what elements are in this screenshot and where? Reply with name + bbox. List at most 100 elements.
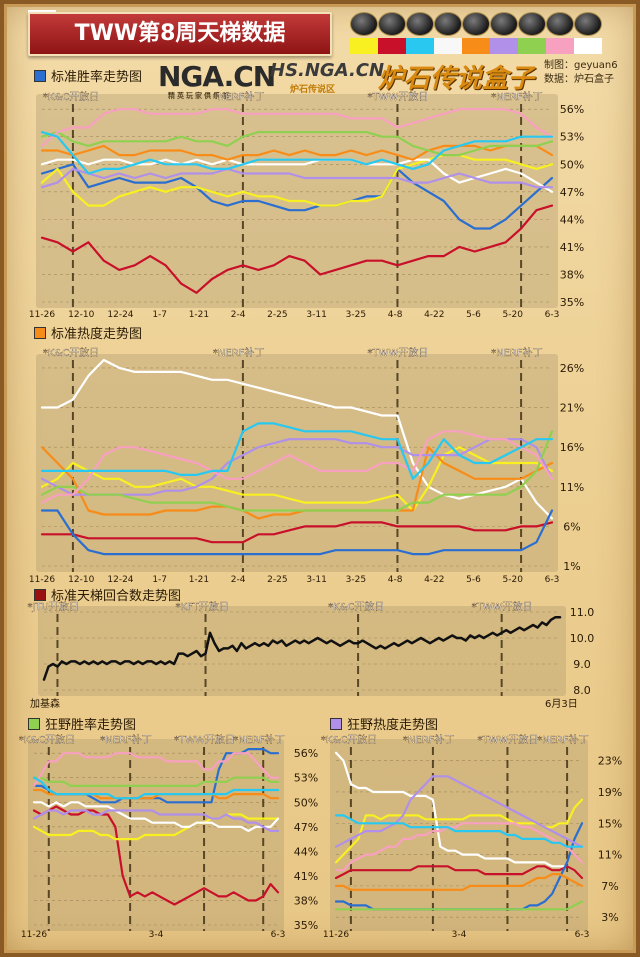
series-line [32,813,280,841]
y-tick-label: 41% [560,241,584,254]
y-tick-label: 23% [598,755,622,768]
series-line [32,805,280,906]
event-label: *NERF补丁 [213,346,265,359]
y-tick-label: 41% [294,870,318,883]
credit-source: 数据：炉石盒子 [544,74,614,85]
class-icon-2 [378,12,406,36]
legend-square-icon [34,327,46,339]
series-line [334,775,584,848]
series-line [334,865,584,880]
wild-win-title: 狂野胜率走势图 [28,714,136,733]
series-line [40,509,554,556]
plot-area [36,354,558,572]
class-color-swatch [434,38,462,54]
class-color-swatch [406,38,434,54]
std-win-title: 标准胜率走势图 [34,66,142,85]
hs-nga-logo: HS.NGA.CN [270,60,385,81]
x-tick-label: 3-25 [346,310,366,320]
x-tick-label: 1-21 [189,310,209,320]
series-line [40,446,554,520]
x-tick-label: 1-21 [189,575,209,585]
legend-square-icon [34,589,46,601]
event-label: *K&C开放日 [43,346,99,359]
x-tick-label: 11-26 [29,575,55,585]
series-line [40,158,554,193]
y-tick-label: 21% [560,402,584,415]
class-color-swatch [546,38,574,54]
x-tick-label: 11-26 [323,930,349,940]
x-tick-label: 2-4 [231,575,246,585]
class-color-swatch [490,38,518,54]
x-tick-label: 2-25 [267,310,287,320]
x-tick-label: 6-3 [545,575,560,585]
event-label: *TWW开放日 [472,600,533,613]
series-line [32,752,280,788]
y-tick-label: 44% [294,845,318,858]
y-tick-label: 1% [563,560,580,573]
y-tick-label: 38% [294,894,318,907]
class-color-swatch [350,38,378,54]
series-line [32,801,280,833]
class-icon-3 [406,12,434,36]
event-label: *NERF补丁 [491,90,543,103]
y-tick-label: 11% [560,481,584,494]
x-tick-label: 12-10 [68,575,94,585]
event-label: *JTU开放日 [27,600,78,613]
x-start-label: 加基森 [30,697,60,710]
x-tick-label: 4-22 [424,310,444,320]
y-tick-label: 11.0 [570,606,595,619]
nga-logo-subtitle: 精英玩家俱乐部 [168,92,231,100]
event-label: *NERF补丁 [233,733,285,746]
x-tick-label: 11-26 [29,310,55,320]
event-label: *K&C开放日 [19,733,75,746]
turns-title: 标准天梯回合数走势图 [34,585,181,604]
x-tick-label: 4-22 [424,575,444,585]
x-tick-label: 5-6 [466,310,481,320]
series-line [40,430,554,504]
event-label: *K&C开放日 [321,733,377,746]
x-tick-label: 4-8 [388,575,403,585]
event-label: *NERF补丁 [537,733,589,746]
y-tick-label: 47% [294,821,318,834]
x-tick-label: 3-4 [452,930,467,940]
x-tick-label: 3-25 [346,575,366,585]
hearthstone-box-logo: 炉石传说盒子 [378,64,535,94]
x-tick-label: 12-24 [107,575,133,585]
class-color-swatch [574,38,602,54]
series-line [334,751,584,880]
wild-pop-title: 狂野热度走势图 [330,714,438,733]
x-tick-label: 2-25 [267,575,287,585]
y-tick-label: 15% [598,817,622,830]
y-tick-label: 16% [560,441,584,454]
legend-square-icon [330,718,342,730]
x-tick-label: 5-20 [503,575,524,585]
series-line [40,422,554,480]
y-tick-label: 56% [560,103,584,116]
plot-area [330,739,588,931]
y-tick-label: 38% [560,268,584,281]
event-label: *TWW开放日 [367,346,428,359]
series-line [32,776,280,800]
series-line [40,521,554,544]
event-label: *NERF补丁 [403,733,455,746]
series-line [40,108,554,147]
x-tick-label: 12-10 [68,310,94,320]
y-tick-label: 53% [560,131,584,144]
event-label: *NERF补丁 [491,346,543,359]
x-tick-label: 6-3 [575,930,590,940]
series-line [40,430,554,512]
legend-square-icon [34,70,46,82]
series-line [40,131,554,175]
y-tick-label: 11% [598,849,622,862]
y-tick-label: 35% [294,919,318,932]
y-tick-label: 7% [601,880,618,893]
series-line [334,872,584,891]
y-tick-label: 53% [294,772,318,785]
x-tick-label: 6-3 [271,930,286,940]
class-icon-7 [518,12,546,36]
event-label: *NERF补丁 [213,90,265,103]
class-icon-4 [434,12,462,36]
credit-author: 制图：geyuan6 [544,60,618,71]
x-tick-label: 1-7 [152,575,167,585]
